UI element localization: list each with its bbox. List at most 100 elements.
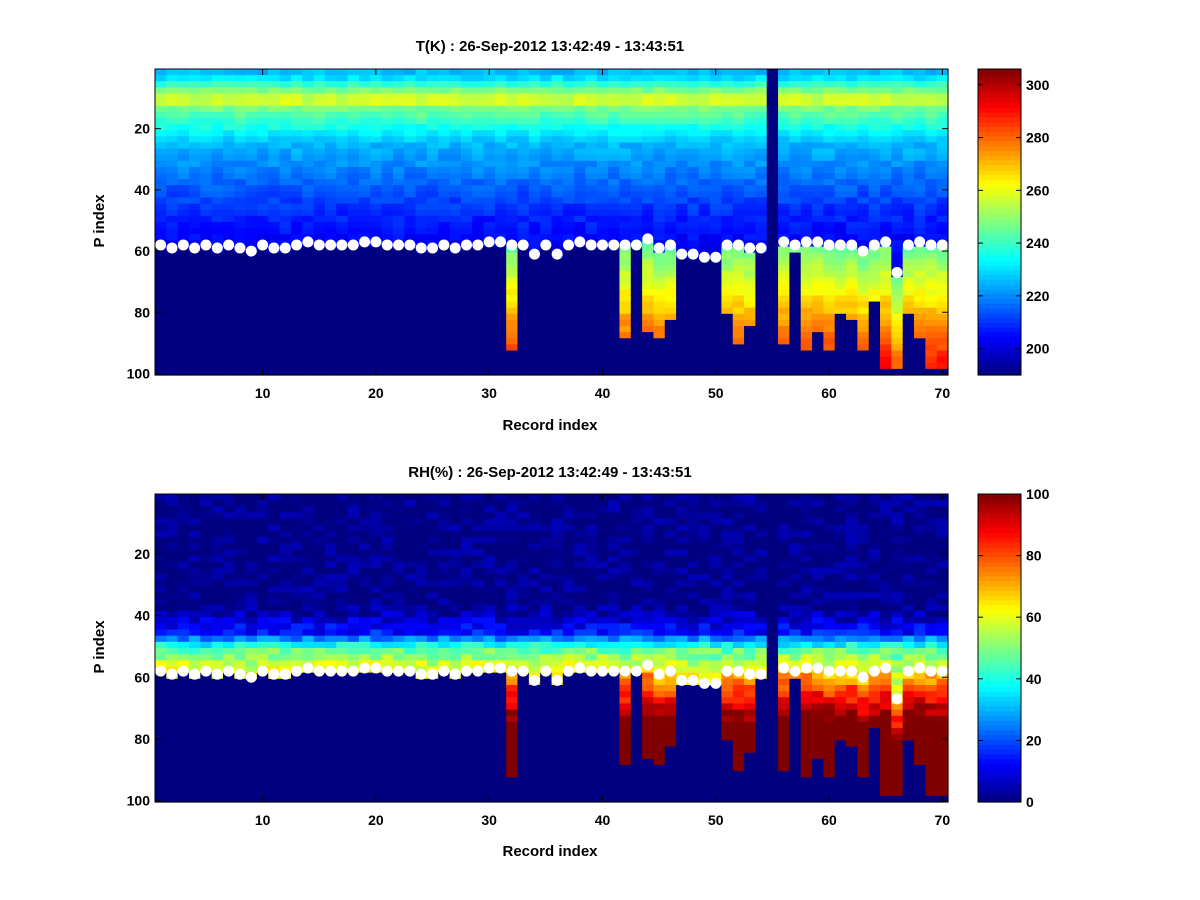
heatmap-cell xyxy=(392,574,405,581)
colorbar-segment xyxy=(978,178,1021,185)
heatmap-cell xyxy=(211,641,224,649)
heatmap-cell xyxy=(778,124,790,131)
heatmap-cell xyxy=(914,277,926,284)
heatmap-cell xyxy=(914,252,926,260)
heatmap-cell xyxy=(324,604,337,612)
heatmap-cell xyxy=(313,368,326,376)
heatmap-cell xyxy=(290,783,303,791)
heatmap-cell xyxy=(687,228,700,235)
heatmap-cell xyxy=(891,191,904,199)
heatmap-cell xyxy=(188,332,201,339)
heatmap-cell xyxy=(732,173,745,180)
heatmap-cell xyxy=(336,752,349,760)
heatmap-cell xyxy=(812,228,824,235)
heatmap-cell xyxy=(551,356,564,364)
heatmap-cell xyxy=(188,684,201,692)
heatmap-cell xyxy=(925,258,938,266)
heatmap-cell xyxy=(868,258,881,266)
heatmap-cell xyxy=(404,160,417,168)
heatmap-cell xyxy=(336,678,349,686)
heatmap-cell xyxy=(755,142,768,150)
heatmap-cell xyxy=(381,623,394,631)
heatmap-cell xyxy=(245,783,258,791)
heatmap-cell xyxy=(256,332,269,339)
heatmap-cell xyxy=(823,295,836,303)
heatmap-cell xyxy=(721,99,734,107)
heatmap-cell xyxy=(710,283,723,290)
heatmap-cell xyxy=(778,313,790,321)
heatmap-cell xyxy=(347,258,360,266)
heatmap-cell xyxy=(585,326,598,333)
heatmap-cell xyxy=(880,160,892,168)
heatmap-cell xyxy=(778,264,790,272)
heatmap-cell xyxy=(370,87,383,95)
heatmap-cell xyxy=(823,234,836,241)
heatmap-cell xyxy=(358,368,371,376)
heatmap-cell xyxy=(347,69,360,76)
heatmap-cell xyxy=(517,301,530,309)
heatmap-cell xyxy=(370,319,383,327)
heatmap-cell xyxy=(370,635,383,643)
heatmap-cell xyxy=(200,332,213,339)
heatmap-cell xyxy=(234,709,247,717)
heatmap-cell xyxy=(426,252,439,260)
heatmap-cell xyxy=(426,598,439,606)
heatmap-cell xyxy=(914,173,926,180)
heatmap-cell xyxy=(256,99,269,107)
heatmap-cell xyxy=(868,124,881,131)
heatmap-cell xyxy=(642,332,655,339)
heatmap-cell xyxy=(834,252,847,260)
heatmap-cell xyxy=(766,338,779,345)
heatmap-cell xyxy=(381,611,394,618)
heatmap-cell xyxy=(426,307,439,315)
heatmap-cell xyxy=(177,586,190,594)
heatmap-cell xyxy=(166,660,179,668)
heatmap-cell xyxy=(676,148,689,156)
heatmap-cell xyxy=(630,277,643,284)
heatmap-cell xyxy=(392,197,405,205)
heatmap-cell xyxy=(676,142,689,150)
heatmap-cell xyxy=(732,111,745,119)
heatmap-cell xyxy=(256,629,269,637)
heatmap-cell xyxy=(166,506,179,514)
heatmap-cell xyxy=(664,87,677,95)
heatmap-cell xyxy=(234,703,247,711)
heatmap-cell xyxy=(721,368,734,376)
heatmap-cell xyxy=(245,148,258,156)
heatmap-cell xyxy=(358,191,371,199)
heatmap-cell xyxy=(812,326,824,333)
heatmap-cell xyxy=(302,228,315,235)
heatmap-cell xyxy=(155,586,167,594)
heatmap-cell xyxy=(506,185,519,192)
heatmap-cell xyxy=(438,635,451,643)
heatmap-cell xyxy=(653,81,666,88)
heatmap-cell xyxy=(426,635,439,643)
heatmap-cell xyxy=(574,179,587,186)
heatmap-cell xyxy=(619,307,632,315)
heatmap-cell xyxy=(200,234,213,241)
heatmap-cell xyxy=(426,740,439,748)
heatmap-cell xyxy=(245,160,258,168)
heatmap-cell xyxy=(494,313,507,321)
heatmap-cell xyxy=(540,124,553,131)
heatmap-cell xyxy=(245,105,258,113)
heatmap-cell xyxy=(902,319,915,327)
heatmap-cell xyxy=(846,338,858,345)
heatmap-cell xyxy=(438,209,451,217)
heatmap-cell xyxy=(517,111,530,119)
heatmap-cell xyxy=(936,148,949,156)
heatmap-cell xyxy=(846,179,858,186)
heatmap-cell xyxy=(177,660,190,668)
heatmap-cell xyxy=(630,87,643,95)
heatmap-cell xyxy=(392,623,405,631)
heatmap-cell xyxy=(155,234,167,241)
heatmap-cell xyxy=(812,142,824,150)
heatmap-cell xyxy=(936,344,949,352)
heatmap-cell xyxy=(789,130,802,137)
heatmap-cell xyxy=(426,368,439,376)
heatmap-cell xyxy=(744,148,757,156)
heatmap-cell xyxy=(902,295,915,303)
heatmap-cell xyxy=(245,715,258,723)
heatmap-cell xyxy=(846,130,858,137)
surface-marker xyxy=(744,242,756,254)
